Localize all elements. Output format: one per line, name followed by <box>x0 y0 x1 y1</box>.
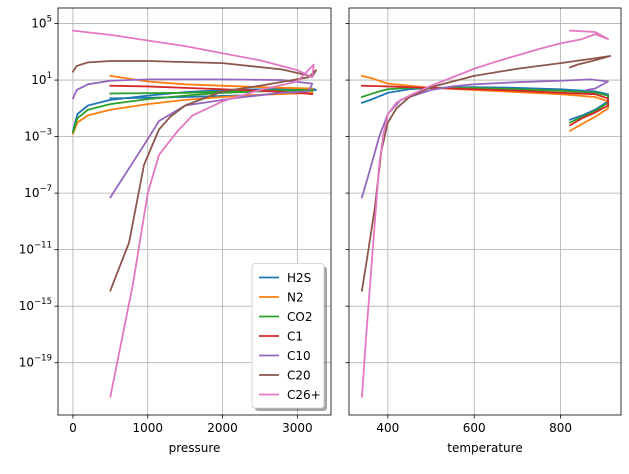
legend-label: H2S <box>287 271 311 285</box>
y-tick-label-base: 10 <box>19 356 34 370</box>
y-tick-label-exponent: −19 <box>34 354 52 364</box>
y-tick-label-exponent: −15 <box>34 297 52 307</box>
y-tick-label: 105 <box>31 15 52 31</box>
x-tick-label: 0 <box>69 421 77 435</box>
panel-2: 400 600 800 temperature <box>345 7 622 455</box>
legend-label: N2 <box>287 291 304 305</box>
y-tick-label-base: 10 <box>31 73 46 87</box>
x-tick-label: 3000 <box>282 421 313 435</box>
x-tick-label: 600 <box>463 421 486 435</box>
x-axis-label: pressure <box>169 441 221 455</box>
y-tick-label-exponent: −3 <box>39 128 52 138</box>
y-tick-label-base: 10 <box>19 299 34 313</box>
x-tick-label: 1000 <box>132 421 163 435</box>
y-tick-label-base: 10 <box>31 17 46 31</box>
series-group <box>71 29 317 398</box>
y-tick-label: 10−3 <box>24 128 52 144</box>
legend-label: C26+ <box>287 388 321 402</box>
y-tick-label: 10−7 <box>24 184 52 200</box>
series-line-h2s <box>360 86 609 121</box>
y-tick-label-base: 10 <box>24 186 39 200</box>
y-tick-label: 10−19 <box>19 354 52 370</box>
legend-label: C20 <box>287 369 311 383</box>
series-line-c1 <box>361 84 609 127</box>
series-line-c26 <box>71 29 315 398</box>
y-tick-label-exponent: −7 <box>39 184 52 194</box>
panel-1: 0 1000 2000 300010510110−310−710−1110−1510−… <box>19 7 332 455</box>
series-line-n2 <box>360 74 609 133</box>
x-axis-label: temperature <box>447 441 522 455</box>
legend-box <box>251 263 325 409</box>
series-group <box>360 29 612 398</box>
x-tick-label: 800 <box>549 421 572 435</box>
legend-label: C1 <box>287 330 303 344</box>
y-tick-label-exponent: −11 <box>34 241 52 251</box>
axes-frame <box>57 7 332 416</box>
y-tick-label: 10−15 <box>19 297 52 313</box>
series-line-c10 <box>71 78 314 199</box>
y-tick-label-exponent: 1 <box>47 71 52 81</box>
y-tick-label-exponent: 5 <box>47 15 52 25</box>
grid <box>349 8 621 415</box>
y-tick-label-base: 10 <box>24 130 39 144</box>
legend: H2S N2 CO2 C1 C10 C20 C26+ <box>251 263 327 411</box>
legend-label: C10 <box>287 349 311 363</box>
series-line-c26 <box>360 29 609 398</box>
y-tick-label: 10−11 <box>19 241 52 257</box>
axes-frame <box>348 7 622 416</box>
series-line-co2 <box>360 86 609 124</box>
x-tick-label: 2000 <box>207 421 238 435</box>
y-tick-label-base: 10 <box>19 243 34 257</box>
series-line-c10 <box>360 78 609 199</box>
x-tick-label: 400 <box>376 421 399 435</box>
y-tick-label: 101 <box>31 71 52 87</box>
legend-label: CO2 <box>287 310 312 324</box>
